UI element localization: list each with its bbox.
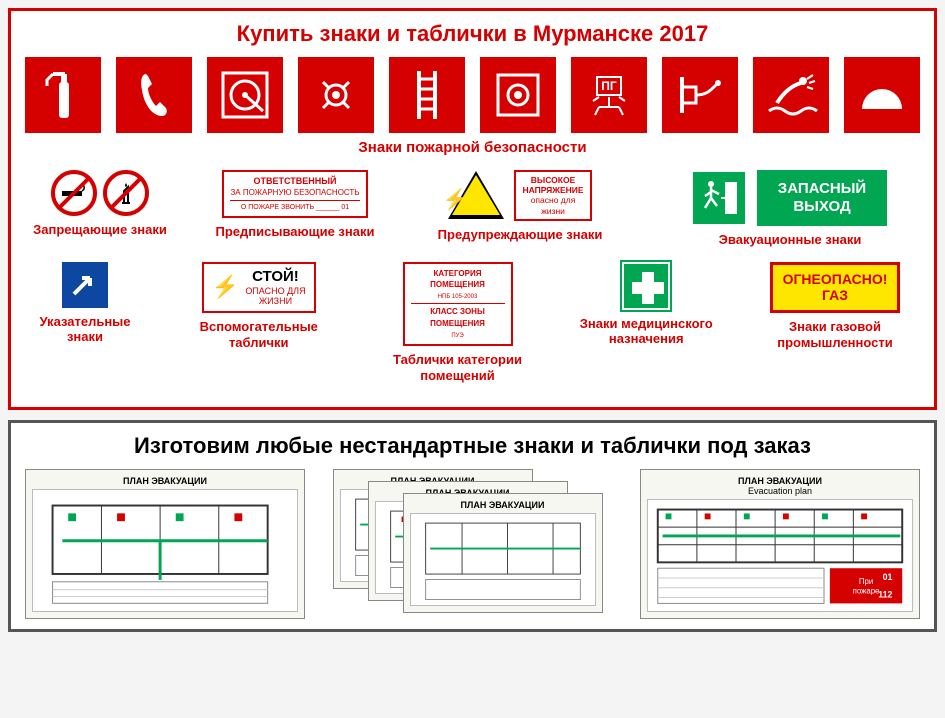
gas-plate: ОГНЕОПАСНО! ГАЗ: [770, 262, 900, 314]
category-row-2: Указательные знаки ⚡ СТОЙ! ОПАСНО ДЛЯ ЖИ…: [25, 262, 920, 384]
custom-plans-panel: Изготовим любые нестандартные знаки и та…: [8, 420, 937, 632]
hose-reel-icon: [207, 57, 283, 133]
room-category-plates: КАТЕГОРИЯ ПОМЕЩЕНИЯ НПБ 105-2003 КЛАСС З…: [373, 262, 543, 384]
medical-signs: Знаки медицинского назначения: [571, 262, 721, 384]
bottom-title: Изготовим любые нестандартные знаки и та…: [25, 433, 920, 459]
evacuation-plan-stack: ПЛАН ЭВАКУАЦИИ ПЛАН ЭВАКУАЦИИ ПЛАН ЭВАКУ…: [333, 469, 613, 619]
no-smoking-icon: [51, 170, 97, 216]
high-voltage-plate: ВЫСОКОЕ НАПРЯЖЕНИЕ опасно для жизни: [514, 170, 591, 221]
svg-text:пожаре: пожаре: [853, 587, 880, 596]
hose-connection-icon: [662, 57, 738, 133]
extinguisher-icon: [25, 57, 101, 133]
evacuation-plan-3: ПЛАН ЭВАКУАЦИИ Evacuation plan При пожар…: [640, 469, 920, 619]
fire-signs-row: ПГ: [25, 57, 920, 133]
dome-icon: [844, 57, 920, 133]
room-category-plate: КАТЕГОРИЯ ПОМЕЩЕНИЯ НПБ 105-2003 КЛАСС З…: [403, 262, 513, 347]
directional-signs: Указательные знаки: [25, 262, 145, 384]
svg-text:При: При: [859, 577, 873, 586]
emergency-exit-plate: ЗАПАСНЫЙ ВЫХОД: [757, 170, 887, 226]
evacuation-plan-1: ПЛАН ЭВАКУАЦИИ: [25, 469, 305, 619]
svg-text:ПГ: ПГ: [601, 79, 617, 93]
warning-triangle-icon: ⚡: [448, 171, 504, 219]
prescriptive-signs: ОТВЕТСТВЕННЫЙ ЗА ПОЖАРНУЮ БЕЗОПАСНОСТЬ О…: [210, 170, 380, 248]
fire-caption: Знаки пожарной безопасности: [25, 139, 920, 156]
prohibiting-signs: Запрещающие знаки: [25, 170, 175, 248]
warning-signs: ⚡ ВЫСОКОЕ НАПРЯЖЕНИЕ опасно для жизни Пр…: [415, 170, 625, 248]
category-row-1: Запрещающие знаки ОТВЕТСТВЕННЫЙ ЗА ПОЖАР…: [25, 170, 920, 248]
svg-text:01: 01: [883, 572, 893, 582]
main-title: Купить знаки и таблички в Мурманске 2017: [25, 21, 920, 47]
evacuation-signs: ЗАПАСНЫЙ ВЫХОД Эвакуационные знаки: [660, 170, 920, 248]
gas-industry-signs: ОГНЕОПАСНО! ГАЗ Знаки газовой промышленн…: [750, 262, 920, 384]
alarm-icon: [480, 57, 556, 133]
signs-panel: Купить знаки и таблички в Мурманске 2017…: [8, 8, 937, 410]
hydrant-icon: ПГ: [571, 57, 647, 133]
stop-plate: ⚡ СТОЙ! ОПАСНО ДЛЯ ЖИЗНИ: [202, 262, 316, 314]
no-open-flame-icon: [103, 170, 149, 216]
svg-text:112: 112: [878, 590, 892, 600]
phone-icon: [116, 57, 192, 133]
responsible-plate: ОТВЕТСТВЕННЫЙ ЗА ПОЖАРНУЮ БЕЗОПАСНОСТЬ О…: [222, 170, 367, 218]
running-man-icon: [693, 172, 745, 224]
medical-cross-icon: [622, 262, 670, 310]
auxiliary-plates: ⚡ СТОЙ! ОПАСНО ДЛЯ ЖИЗНИ Вспомогательные…: [174, 262, 344, 384]
fire-button-icon: [298, 57, 374, 133]
evacuation-plans-row: ПЛАН ЭВАКУАЦИИ ПЛАН ЭВАКУАЦИИ ПЛАН ЭВАКУ…: [25, 469, 920, 619]
water-source-icon: [753, 57, 829, 133]
arrow-sign-icon: [62, 262, 108, 308]
ladder-icon: [389, 57, 465, 133]
